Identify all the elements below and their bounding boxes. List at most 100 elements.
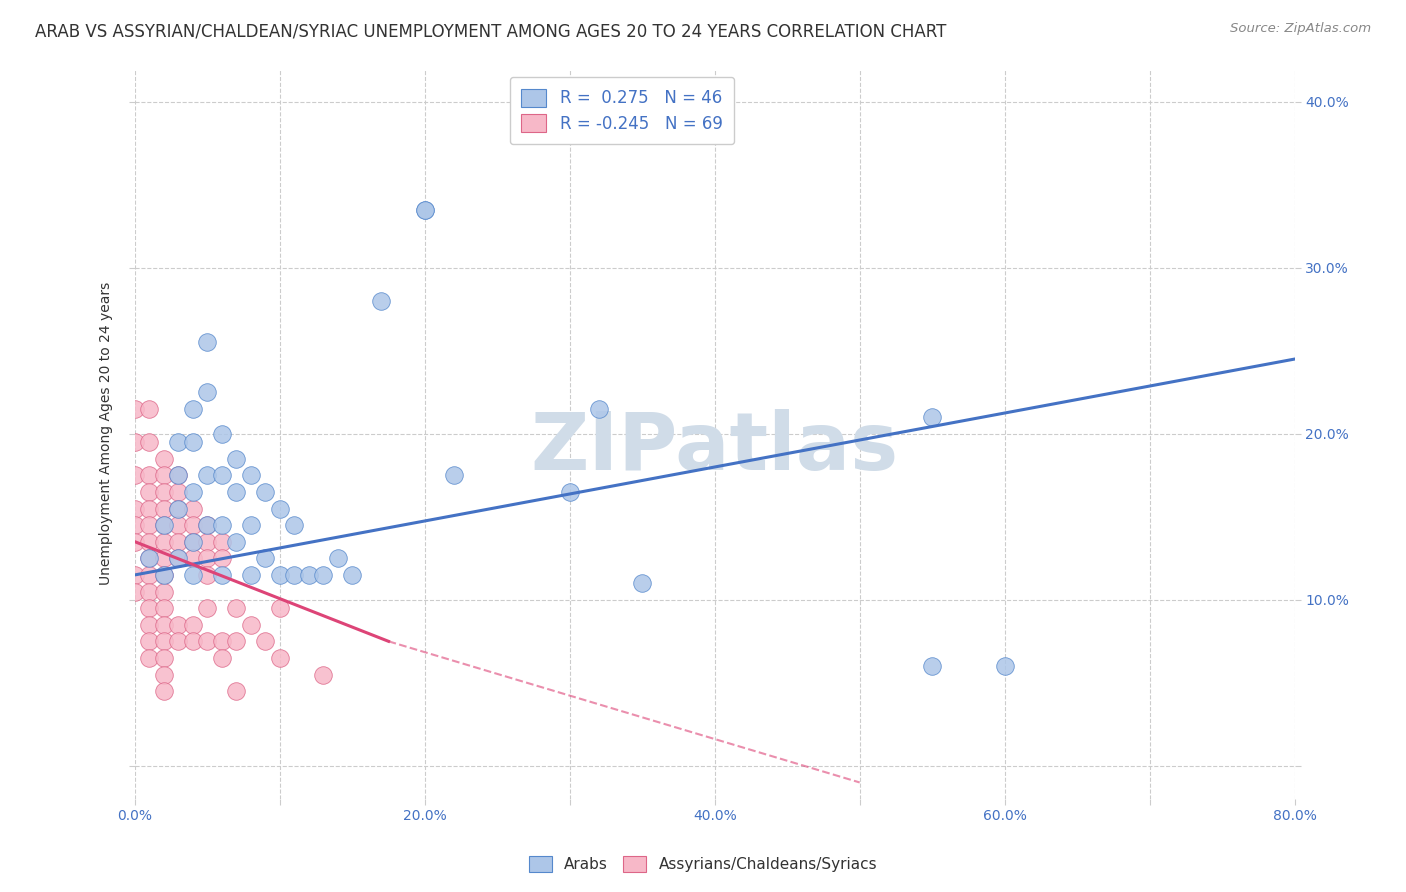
Y-axis label: Unemployment Among Ages 20 to 24 years: Unemployment Among Ages 20 to 24 years	[100, 282, 114, 585]
Point	[124, 534, 146, 549]
Point	[225, 684, 247, 698]
Legend: R =  0.275   N = 46, R = -0.245   N = 69: R = 0.275 N = 46, R = -0.245 N = 69	[509, 77, 734, 145]
Point	[195, 634, 218, 648]
Point	[124, 435, 146, 450]
Point	[269, 651, 291, 665]
Point	[239, 518, 262, 533]
Point	[153, 684, 176, 698]
Point	[211, 568, 233, 582]
Point	[225, 484, 247, 499]
Point	[269, 501, 291, 516]
Point	[254, 634, 277, 648]
Text: ARAB VS ASSYRIAN/CHALDEAN/SYRIAC UNEMPLOYMENT AMONG AGES 20 TO 24 YEARS CORRELAT: ARAB VS ASSYRIAN/CHALDEAN/SYRIAC UNEMPLO…	[35, 22, 946, 40]
Point	[312, 568, 335, 582]
Point	[153, 568, 176, 582]
Point	[124, 584, 146, 599]
Point	[153, 601, 176, 615]
Point	[443, 468, 465, 483]
Point	[138, 568, 160, 582]
Point	[153, 551, 176, 566]
Point	[167, 501, 190, 516]
Point	[211, 534, 233, 549]
Point	[181, 634, 204, 648]
Point	[239, 468, 262, 483]
Point	[138, 651, 160, 665]
Point	[195, 518, 218, 533]
Point	[153, 568, 176, 582]
Point	[225, 634, 247, 648]
Point	[138, 401, 160, 416]
Point	[153, 634, 176, 648]
Point	[211, 468, 233, 483]
Point	[211, 518, 233, 533]
Point	[211, 651, 233, 665]
Point	[153, 518, 176, 533]
Point	[181, 534, 204, 549]
Point	[124, 501, 146, 516]
Text: ZIPatlas: ZIPatlas	[530, 409, 898, 487]
Point	[558, 484, 581, 499]
Point	[225, 451, 247, 466]
Point	[195, 335, 218, 350]
Point	[283, 518, 305, 533]
Point	[138, 617, 160, 632]
Point	[153, 484, 176, 499]
Point	[921, 659, 943, 673]
Point	[138, 534, 160, 549]
Text: Source: ZipAtlas.com: Source: ZipAtlas.com	[1230, 22, 1371, 36]
Point	[153, 501, 176, 516]
Point	[239, 617, 262, 632]
Point	[153, 651, 176, 665]
Point	[153, 534, 176, 549]
Point	[124, 568, 146, 582]
Point	[138, 518, 160, 533]
Point	[254, 484, 277, 499]
Point	[195, 534, 218, 549]
Point	[181, 484, 204, 499]
Point	[167, 634, 190, 648]
Point	[225, 601, 247, 615]
Point	[124, 518, 146, 533]
Point	[225, 534, 247, 549]
Point	[195, 568, 218, 582]
Point	[181, 617, 204, 632]
Point	[195, 468, 218, 483]
Point	[269, 568, 291, 582]
Point	[312, 667, 335, 681]
Point	[167, 484, 190, 499]
Point	[167, 551, 190, 566]
Point	[283, 568, 305, 582]
Point	[153, 584, 176, 599]
Point	[138, 484, 160, 499]
Point	[195, 601, 218, 615]
Point	[181, 534, 204, 549]
Point	[370, 293, 392, 308]
Point	[138, 551, 160, 566]
Point	[124, 401, 146, 416]
Point	[153, 617, 176, 632]
Point	[326, 551, 349, 566]
Point	[124, 468, 146, 483]
Point	[181, 551, 204, 566]
Point	[195, 385, 218, 400]
Point	[269, 601, 291, 615]
Point	[211, 426, 233, 441]
Point	[167, 534, 190, 549]
Point	[167, 617, 190, 632]
Point	[342, 568, 364, 582]
Point	[631, 576, 654, 591]
Point	[195, 518, 218, 533]
Point	[167, 501, 190, 516]
Point	[138, 435, 160, 450]
Point	[181, 518, 204, 533]
Point	[138, 501, 160, 516]
Point	[195, 551, 218, 566]
Point	[153, 667, 176, 681]
Point	[181, 568, 204, 582]
Point	[138, 584, 160, 599]
Point	[211, 551, 233, 566]
Point	[138, 634, 160, 648]
Point	[413, 202, 436, 217]
Legend: Arabs, Assyrians/Chaldeans/Syriacs: Arabs, Assyrians/Chaldeans/Syriacs	[522, 848, 884, 880]
Point	[994, 659, 1017, 673]
